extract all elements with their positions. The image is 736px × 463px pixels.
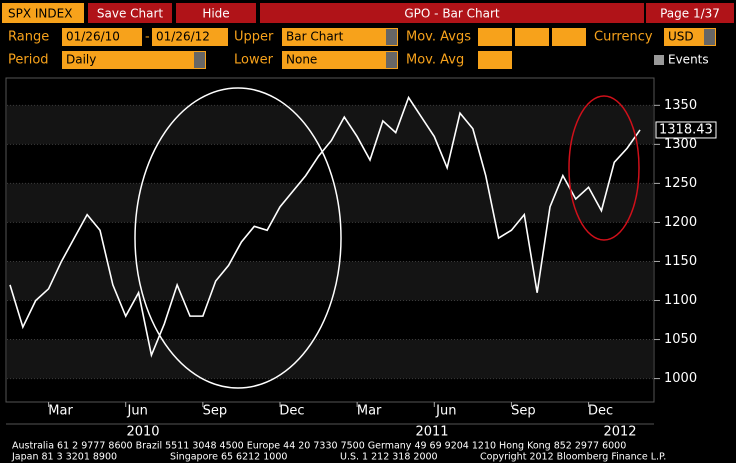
x-tick-label: Jun	[127, 404, 148, 419]
x-tick-label: Sep	[511, 404, 536, 419]
dropdown[interactable]	[386, 29, 397, 45]
y-tick-label: 1000	[664, 371, 697, 386]
y-tick-label: 1300	[664, 137, 697, 152]
price-line	[9, 95, 641, 358]
period-box[interactable]	[62, 51, 206, 69]
footer: Japan 81 3 3201 8900	[11, 452, 117, 463]
footer: Singapore 65 6212 1000	[170, 452, 287, 463]
footer: Copyright 2012 Bloomberg Finance L.P.	[480, 452, 666, 463]
ma-box[interactable]	[478, 28, 512, 46]
range-label: Range	[8, 30, 49, 45]
x-tick-label: Sep	[203, 404, 228, 419]
y-tick-label: 1100	[664, 293, 697, 308]
upper-value[interactable]: Bar Chart	[286, 30, 344, 44]
grid-band	[7, 183, 653, 223]
grid-band	[7, 339, 653, 379]
range-to[interactable]: 01/26/12	[156, 30, 210, 44]
lower-label: Lower	[234, 53, 274, 68]
lower-box[interactable]	[282, 51, 398, 69]
mov-avg-label: Mov. Avg	[406, 53, 464, 68]
last-value-label: 1318.43	[659, 122, 713, 137]
dropdown[interactable]	[386, 52, 397, 68]
x-tick-label: Jun	[435, 404, 456, 419]
y-tick-label: 1150	[664, 254, 697, 269]
upper-box[interactable]	[282, 28, 398, 46]
x-tick-label: Mar	[48, 404, 73, 419]
dropdown[interactable]	[194, 52, 205, 68]
ma-box[interactable]	[552, 28, 586, 46]
period-value[interactable]: Daily	[66, 53, 96, 67]
range-sep: -	[145, 30, 150, 45]
y-tick-label: 1250	[664, 176, 697, 191]
range-to-box[interactable]	[152, 28, 228, 46]
year-label: 2012	[603, 425, 636, 440]
currency-box[interactable]	[664, 28, 716, 46]
ma-box[interactable]	[515, 28, 549, 46]
highlight-ellipse	[134, 87, 342, 389]
lower-value[interactable]: None	[286, 53, 317, 67]
save-label[interactable]: Save Chart	[97, 7, 164, 21]
highlight-ellipse	[568, 95, 640, 241]
ticker: SPX INDEX	[8, 7, 72, 21]
footer: Australia 61 2 9777 8600 Brazil 5511 304…	[12, 441, 626, 452]
x-tick-label: Mar	[357, 404, 382, 419]
footer: U.S. 1 212 318 2000	[340, 452, 438, 463]
range-from[interactable]: 01/26/10	[66, 30, 120, 44]
upper-label: Upper	[234, 30, 274, 45]
title-bar	[260, 3, 644, 23]
year-label: 2011	[415, 425, 448, 440]
currency-label: Currency	[594, 30, 653, 45]
currency-value[interactable]: USD	[668, 30, 694, 44]
ma-box[interactable]	[478, 51, 512, 69]
page: Page 1/37	[660, 7, 720, 21]
range-from-box[interactable]	[62, 28, 142, 46]
events-checkbox[interactable]	[654, 55, 664, 65]
year-label: 2010	[126, 425, 159, 440]
mov-avgs-label: Mov. Avgs	[406, 30, 471, 45]
hide-label[interactable]: Hide	[202, 7, 229, 21]
events-label[interactable]: Events	[668, 53, 709, 67]
ticker-box	[2, 3, 84, 23]
page-box	[646, 3, 734, 23]
last-value-box	[655, 121, 717, 139]
y-tick-label: 1050	[664, 332, 697, 347]
title: GPO - Bar Chart	[404, 7, 500, 21]
x-tick-label: Dec	[279, 404, 304, 419]
save-button[interactable]	[88, 3, 172, 23]
grid-band	[7, 105, 653, 145]
y-tick-label: 1200	[664, 215, 697, 230]
x-tick-label: Dec	[588, 404, 613, 419]
hide-button[interactable]	[176, 3, 256, 23]
period-label: Period	[8, 53, 49, 68]
y-tick-label: 1350	[664, 98, 697, 113]
grid-band	[7, 261, 653, 301]
dropdown[interactable]	[704, 29, 715, 45]
